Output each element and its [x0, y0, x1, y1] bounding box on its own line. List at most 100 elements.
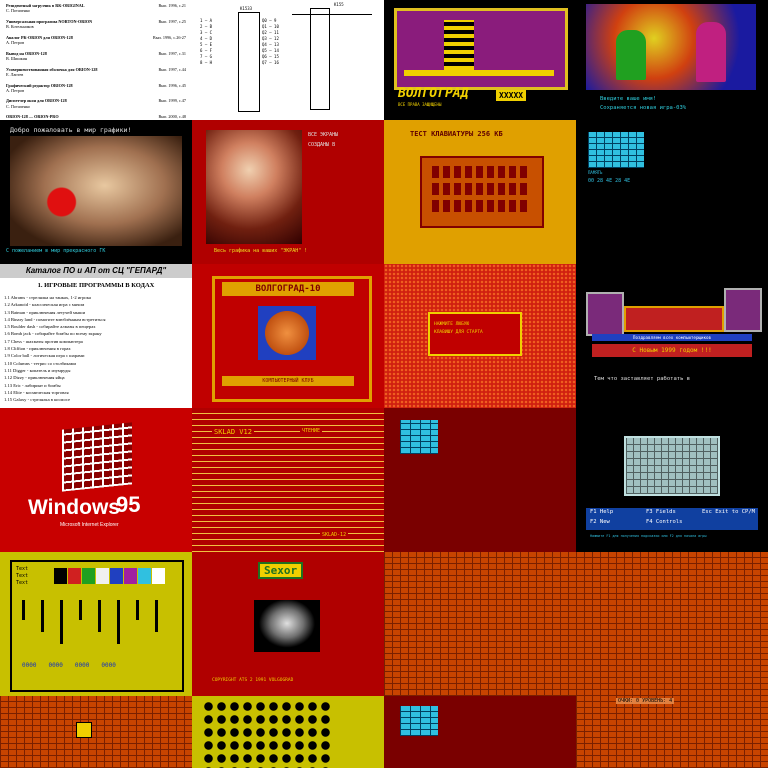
- catalog-item: 1.12 Dizzy - приключения яйца: [4, 375, 65, 381]
- clown-header: Добро пожаловать в мир графики!: [10, 126, 132, 134]
- catalog-row-author: В. Котельников: [6, 24, 34, 30]
- catalog-item: 1.8 Cliffton - приключения в горах: [4, 346, 71, 352]
- vg10-frame: [212, 276, 372, 402]
- catalog-row-ref: Вып. 1997, с.31: [158, 50, 186, 56]
- keyboard-key: [432, 200, 439, 212]
- catalog-row-text: Резидентный загрузчик в RK-ORIGINAL С. По…: [6, 3, 85, 14]
- memory-grid: [588, 132, 644, 168]
- keyboard-key: [509, 183, 516, 195]
- tile-cpm-game[interactable]: F1 Help F3 Fields Esc Exit to CP/M F2 New F4…: [576, 408, 768, 552]
- catalog-row-title: Универсальная программа NORTON-ORION: [6, 18, 93, 24]
- catalog-row-title: Вывод на ORION-128: [6, 50, 47, 56]
- keyboard-key: [454, 200, 461, 212]
- pin-right: Q5 — 14: [262, 48, 279, 53]
- tile-color-test[interactable]: Text Text Text 0000 0000 0000 0000: [0, 552, 192, 696]
- test-column: [22, 600, 25, 620]
- catalog-row-title: Резидентный загрузчик в RK-ORIGINAL: [6, 3, 85, 8]
- catalog-row-title: Аналог РК-ORION для ORION-128: [6, 34, 73, 40]
- tile-sklad[interactable]: SKLAD V12 ЧТЕНИЕ SKLAD-12: [192, 408, 384, 552]
- function-key[interactable]: F1 Help: [590, 509, 614, 515]
- catalog-item: 1.10 Columns - тетрис со столбиками: [4, 360, 77, 366]
- sexor-title: Sexor: [258, 562, 304, 579]
- tile-keyboard-test[interactable]: ТЕСТ КЛАВИАТУРЫ 256 КБ: [384, 120, 576, 264]
- tile-small-table-2[interactable]: [384, 696, 576, 768]
- wire-horizontal: [292, 14, 372, 15]
- memory-label: ПАМЯТЬ: [588, 170, 603, 175]
- function-key[interactable]: F3 Fields: [646, 509, 676, 515]
- tile-dotted-screen[interactable]: НАЖМИТЕ ЛЮБУЮ КЛАВИШУ ДЛЯ СТАРТА: [384, 264, 576, 408]
- keyboard-key: [509, 200, 516, 212]
- greeting-banner: Поздравляем всех компьютерщиков: [592, 334, 752, 341]
- catalog-row-author: С. Потапенко: [6, 8, 30, 14]
- tile-slot-grid[interactable]: [192, 696, 384, 768]
- tile-volgograd-game[interactable]: ВОЛГОГРАД ВСЕ ПРАВА ЗАЩИЩЕНЫ ХХХХХ: [384, 0, 576, 120]
- tile-small-table[interactable]: [384, 408, 576, 552]
- catalog-item: 1.1 Abrams - стрелялка на танках, 1-2 иг…: [4, 295, 91, 300]
- color-swatch: [54, 568, 67, 584]
- clown-image: [10, 136, 182, 246]
- keyboard-key: [465, 183, 472, 195]
- windows-brand: Windows: [28, 496, 120, 519]
- tile-new-year[interactable]: Поздравляем всех компьютерщиков С Новым …: [576, 264, 768, 408]
- catalog-row-title: Диспетчер окон для ORION-128: [6, 98, 67, 104]
- portrait-text-2: СОЗДАНЫ В: [308, 142, 336, 148]
- catalog-row: Универсальная программа NORTON-ORION В. К…: [6, 19, 186, 30]
- tile-catalog-page[interactable]: Каталог ПО и АП от СЦ "ГЕПАРД" 1. ИГРОВЫ…: [0, 264, 192, 408]
- pin-right: Q6 — 15: [262, 54, 279, 59]
- pin-right: Q1 — 10: [262, 24, 279, 29]
- test-counter: 0000: [22, 662, 37, 669]
- catalog-row-title: Графический редактор ORION-128: [6, 82, 73, 88]
- catalog-row-author: А. Петров: [6, 87, 25, 93]
- tile-fantasy-art[interactable]: Введите ваше имя! Сохраняется новая игра…: [576, 0, 768, 120]
- color-swatch: [138, 568, 151, 584]
- tile-sexor[interactable]: Sexor COPYRIGHT ATS 2 1991 VOLGOGRAD: [192, 552, 384, 696]
- catalog-item: 1.11 Digger - копатель и изумруды: [4, 367, 71, 373]
- keyboard-key: [465, 200, 472, 212]
- tile-volgograd-10[interactable]: ВОЛГОГРАД-10 КОМПЬЮТЕРНЫЙ КЛУБ: [192, 264, 384, 408]
- test-column: [79, 600, 82, 620]
- test-counter: 0000: [74, 662, 90, 669]
- greeting-ticker: Тем что заставляет работать в: [594, 376, 691, 382]
- tile-brick-maze-3[interactable]: [0, 696, 192, 768]
- portrait-footer: Весь графика на ваших "ЭКРАН" !: [214, 248, 308, 254]
- tile-brick-maze-1[interactable]: [384, 552, 576, 696]
- catalog-item: 1.9 Color ball - логическая игра с шарам…: [4, 353, 85, 359]
- function-key[interactable]: F2 New: [590, 519, 610, 525]
- keyboard-key: [432, 166, 439, 178]
- clown-footer: С пожеланием в мир прекрасного ГК: [6, 248, 106, 254]
- test-column: [98, 600, 101, 632]
- keyboard-key: [509, 166, 516, 178]
- sklad-label: ЧТЕНИЕ: [300, 428, 323, 434]
- test-columns: [22, 600, 172, 656]
- tile-catalog-list[interactable]: Резидентный загрузчик в RK-ORIGINAL С. По…: [0, 0, 192, 120]
- art-figure-2: [696, 22, 726, 82]
- game-playfield: [394, 8, 568, 90]
- catalog-item: 1.6 Bomb jack - собирайте бомбы по всему…: [4, 331, 102, 337]
- tile-clown[interactable]: Добро пожаловать в мир графики! С пожела…: [0, 120, 192, 264]
- slot-grid: [202, 700, 332, 768]
- keyboard-key: [487, 166, 494, 178]
- catalog-row-ref: Вып. 1999, с.47: [158, 98, 186, 104]
- tile-memory-table[interactable]: ПАМЯТЬ 00 28 4E 28 4E: [576, 120, 768, 264]
- stereo-center: [624, 306, 724, 332]
- chip-right: [310, 8, 330, 110]
- color-test-label: Text: [16, 566, 29, 572]
- catalog-item: 1.13 Eric - лабиринт и бомбы: [4, 382, 61, 388]
- tile-score-maze[interactable]: ОЧКИ: 0 УРОВЕНЬ: 4: [576, 696, 768, 768]
- function-key[interactable]: Esc Exit to CP/M: [702, 509, 755, 515]
- tile-portrait[interactable]: ВСЕ ЭКРАНЫ СОЗДАНЫ В Весь графика на ваш…: [192, 120, 384, 264]
- tile-windows-95[interactable]: Windows 95 Microsoft Internet Explorer: [0, 408, 192, 552]
- keyboard-key: [498, 183, 505, 195]
- windows-version: 95: [116, 492, 141, 517]
- keyboard-key: [465, 166, 472, 178]
- keyboard-key: [498, 200, 505, 212]
- color-test-frame: [10, 560, 184, 692]
- chip-left: [238, 12, 260, 112]
- tile-brick-maze-2[interactable]: [576, 552, 768, 696]
- pin-left: 4 — D: [200, 36, 213, 41]
- keyboard-key: [476, 183, 483, 195]
- function-key[interactable]: F4 Controls: [646, 519, 683, 525]
